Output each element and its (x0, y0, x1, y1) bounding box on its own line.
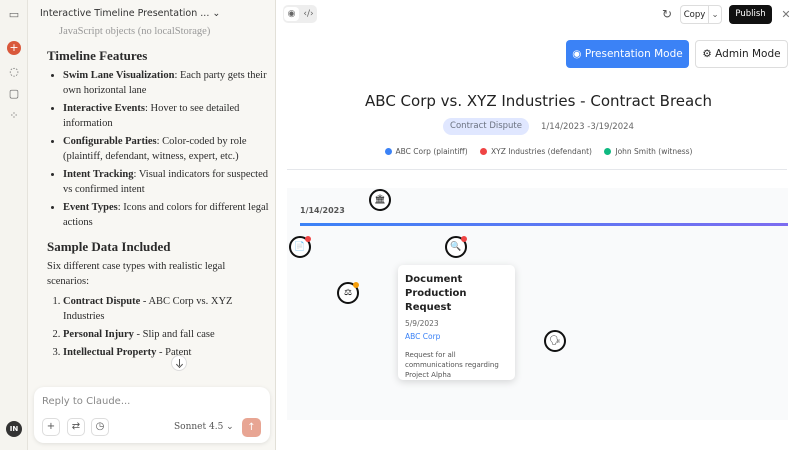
event-tooltip: Document Production Request 5/9/2023 ABC… (398, 265, 515, 380)
list-item: Contract Dispute - ABC Corp vs. XYZ Indu… (63, 294, 269, 324)
code-icon[interactable]: ‹/› (303, 9, 314, 19)
list-item: Swim Lane Visualization: Each party gets… (63, 68, 269, 98)
reply-input[interactable]: Reply to Claude... (42, 396, 131, 407)
case-title: ABC Corp vs. XYZ Industries - Contract B… (365, 92, 712, 110)
chat-title[interactable]: Interactive Timeline Presentation ... ⌄ (40, 8, 221, 19)
projects-icon[interactable]: ▢ (8, 87, 20, 100)
legend-item: ABC Corp (plaintiff) (384, 147, 468, 156)
party-legend: ABC Corp (plaintiff) XYZ Industries (def… (277, 147, 800, 156)
event-scales-icon[interactable]: ⚖ (337, 282, 359, 304)
model-selector[interactable]: Sonnet 4.5 ⌄ (174, 422, 234, 432)
chats-icon[interactable]: ◌ (9, 65, 19, 78)
artifact-panel: ◉ ‹/› ↻ Copy ⌄ Publish ✕ ◉ Presentation … (277, 0, 800, 450)
avatar[interactable]: IN (6, 421, 22, 437)
tools-icon[interactable]: ⇄ (67, 418, 85, 436)
list-item: Interactive Events: Hover to see detaile… (63, 101, 269, 131)
event-court-icon[interactable]: 🏛 (369, 189, 391, 211)
chevron-down-icon: ⌄ (212, 8, 221, 19)
copy-options-chevron-icon[interactable]: ⌄ (708, 5, 722, 24)
refresh-icon[interactable]: ↻ (661, 7, 673, 21)
copy-button[interactable]: Copy (680, 5, 708, 24)
history-icon[interactable]: ◷ (91, 418, 109, 436)
chat-panel: Interactive Timeline Presentation ... ⌄ … (28, 0, 276, 450)
scroll-down-button[interactable] (171, 355, 187, 371)
list-item: Intellectual Property - Patent (63, 345, 269, 360)
publish-button[interactable]: Publish (729, 5, 772, 24)
new-chat-icon[interactable]: + (7, 41, 21, 55)
view-toggle: ◉ ‹/› (283, 5, 317, 23)
event-testimony-icon[interactable]: 🗣 (544, 330, 566, 352)
app-rail: ▭ + ◌ ▢ ⁘ IN (0, 0, 28, 450)
legend-item: XYZ Industries (defendant) (480, 147, 592, 156)
list-item: Intent Tracking: Visual indicators for s… (63, 167, 269, 197)
presentation-mode-button[interactable]: ◉ Presentation Mode (566, 40, 689, 68)
case-meta: Contract Dispute 1/14/2023 -3/19/2024 (277, 118, 800, 135)
eye-icon: ◉ (572, 48, 582, 60)
timeline: 1/14/2023 (287, 188, 788, 420)
event-search-icon[interactable]: 🔍 (445, 236, 467, 258)
date-range: 1/14/2023 -3/19/2024 (541, 121, 634, 132)
event-document-icon[interactable]: 📄 (289, 236, 311, 258)
admin-mode-button[interactable]: ⚙ Admin Mode (695, 40, 788, 68)
artifacts-icon[interactable]: ⁘ (9, 109, 19, 122)
list-item: Event Types: Icons and colors for differ… (63, 200, 269, 230)
list-item: Personal Injury - Slip and fall case (63, 327, 269, 342)
send-button[interactable]: ↑ (242, 418, 261, 437)
close-icon[interactable]: ✕ (781, 8, 791, 21)
eye-icon[interactable]: ◉ (284, 7, 299, 21)
legend-item: John Smith (witness) (604, 147, 692, 156)
divider (287, 169, 787, 170)
composer: Reply to Claude... + ⇄ ◷ Sonnet 4.5 ⌄ ↑ (34, 387, 270, 443)
timeline-start-date: 1/14/2023 (300, 206, 345, 215)
sidebar-toggle-icon[interactable]: ▭ (8, 8, 20, 21)
list-item: Configurable Parties: Color-coded by rol… (63, 134, 269, 164)
gear-icon: ⚙ (702, 48, 712, 60)
case-type-badge: Contract Dispute (443, 118, 529, 135)
message-content: JavaScript objects (no localStorage) Tim… (47, 24, 269, 384)
timeline-axis (300, 223, 788, 226)
add-icon[interactable]: + (42, 418, 60, 436)
